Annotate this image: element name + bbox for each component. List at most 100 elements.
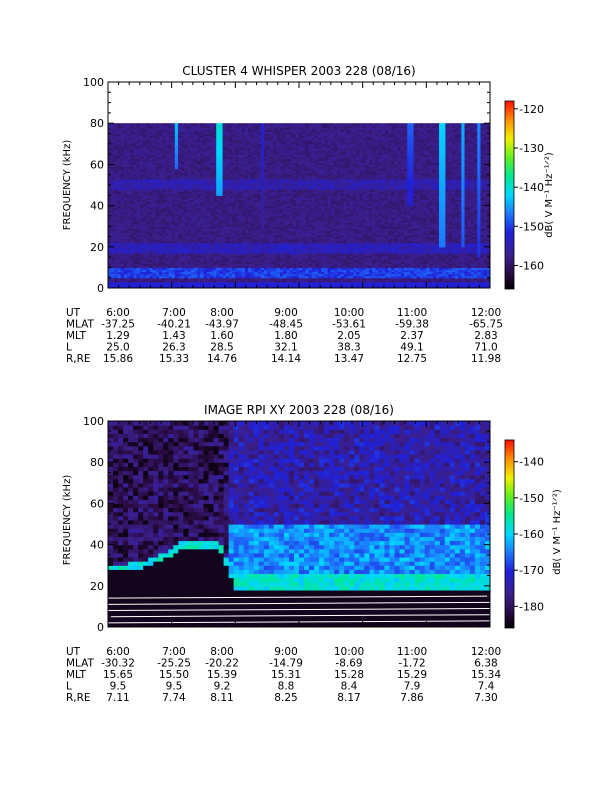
heatmap-cell [136, 248, 141, 252]
heatmap-cell [181, 125, 185, 128]
heatmap-cell [241, 236, 246, 240]
heatmap-cell [216, 180, 221, 184]
heatmap-cell [127, 187, 131, 190]
heatmap-cell [216, 133, 221, 137]
heatmap-cell [302, 185, 306, 188]
heatmap-cell [123, 127, 128, 130]
heatmap-cell [168, 281, 173, 285]
heatmap-cell [127, 166, 131, 170]
heatmap-cell [203, 257, 208, 260]
heatmap-cell [200, 197, 205, 201]
heatmap-cell [136, 252, 141, 256]
heatmap-cell [213, 230, 217, 233]
heatmap-cell [155, 147, 160, 151]
heatmap-cell [136, 226, 141, 229]
heatmap-cell [209, 271, 214, 275]
heatmap-cell [286, 263, 291, 266]
heatmap-cell [270, 156, 275, 159]
heatmap-cell [263, 172, 268, 176]
heatmap-cell [146, 187, 150, 190]
heatmap-cell [209, 285, 214, 288]
heatmap-cell [232, 215, 236, 219]
heatmap-cell [190, 259, 195, 262]
heatmap-cell [155, 162, 160, 165]
heatmap-cell [267, 226, 271, 229]
heatmap-cell [279, 199, 284, 203]
heatmap-cell [127, 279, 131, 283]
heatmap-cell [241, 147, 246, 151]
heatmap-cell [143, 261, 147, 264]
heatmap-cell [222, 230, 227, 233]
heatmap-cell [244, 232, 249, 236]
heatmap-cell [235, 162, 240, 165]
heatmap-cell [149, 195, 154, 198]
heatmap-cell [152, 211, 157, 215]
heatmap-cell [178, 145, 182, 149]
heatmap-cell [283, 176, 287, 180]
heatmap-cell [244, 176, 249, 180]
heatmap-cell [257, 145, 262, 149]
heatmap-cell [184, 205, 189, 209]
heatmap-cell [257, 271, 262, 275]
heatmap-cell [146, 271, 150, 275]
heatmap-cell [197, 217, 201, 221]
heatmap-cell [203, 131, 208, 135]
heatmap-cell [171, 197, 176, 201]
heatmap-cell [203, 224, 208, 227]
heatmap-cell [257, 131, 262, 135]
heatmap-cell [279, 143, 284, 147]
heatmap-cell [276, 203, 281, 207]
heatmap-cell [283, 158, 287, 161]
heatmap-cell [286, 265, 291, 268]
heatmap-cell [133, 160, 138, 163]
heatmap-cell [248, 205, 252, 209]
heatmap-cell [127, 232, 131, 236]
heatmap-cell [286, 164, 291, 168]
heatmap-cell [244, 226, 249, 229]
heatmap-cell [193, 226, 198, 229]
heatmap-cell [168, 203, 173, 207]
heatmap-cell [168, 199, 173, 203]
heatmap-cell [254, 158, 259, 161]
heatmap-cell [152, 141, 157, 145]
heatmap-cell [248, 145, 252, 149]
heatmap-cell [254, 205, 259, 209]
heatmap-cell [257, 193, 262, 196]
heatmap-cell [120, 123, 125, 126]
heatmap-cell [155, 283, 160, 287]
heatmap-cell [257, 242, 262, 246]
heatmap-cell [130, 207, 135, 211]
heatmap-cell [302, 127, 306, 130]
heatmap-cell [238, 141, 243, 145]
heatmap-cell [181, 259, 185, 262]
heatmap-cell [219, 207, 224, 211]
heatmap-cell [279, 139, 284, 143]
heatmap-cell [299, 143, 303, 147]
heatmap-cell [146, 199, 150, 203]
heatmap-cell [136, 255, 141, 258]
heatmap-cell [222, 191, 227, 194]
heatmap-cell [251, 180, 256, 184]
heatmap-cell [267, 259, 271, 262]
heatmap-cell [162, 283, 166, 287]
heatmap-cell [260, 211, 265, 215]
heatmap-cell [117, 263, 122, 266]
heatmap-cell [251, 127, 256, 130]
heatmap-cell [206, 215, 211, 219]
heatmap-cell [216, 228, 221, 231]
heatmap-cell [270, 215, 275, 219]
heatmap-cell [241, 224, 246, 227]
heatmap-cell [165, 269, 170, 273]
heatmap-cell [219, 279, 224, 283]
heatmap-cell [289, 123, 294, 126]
heatmap-cell [200, 180, 205, 184]
heatmap-cell [111, 234, 115, 238]
heatmap-cell [158, 207, 163, 211]
heatmap-cell [267, 168, 271, 172]
heatmap-cell [200, 135, 205, 139]
heatmap-cell [235, 154, 240, 157]
heatmap-cell [270, 205, 275, 209]
heatmap-cell [219, 205, 224, 209]
heatmap-cell [139, 147, 144, 151]
heatmap-cell [181, 137, 185, 141]
